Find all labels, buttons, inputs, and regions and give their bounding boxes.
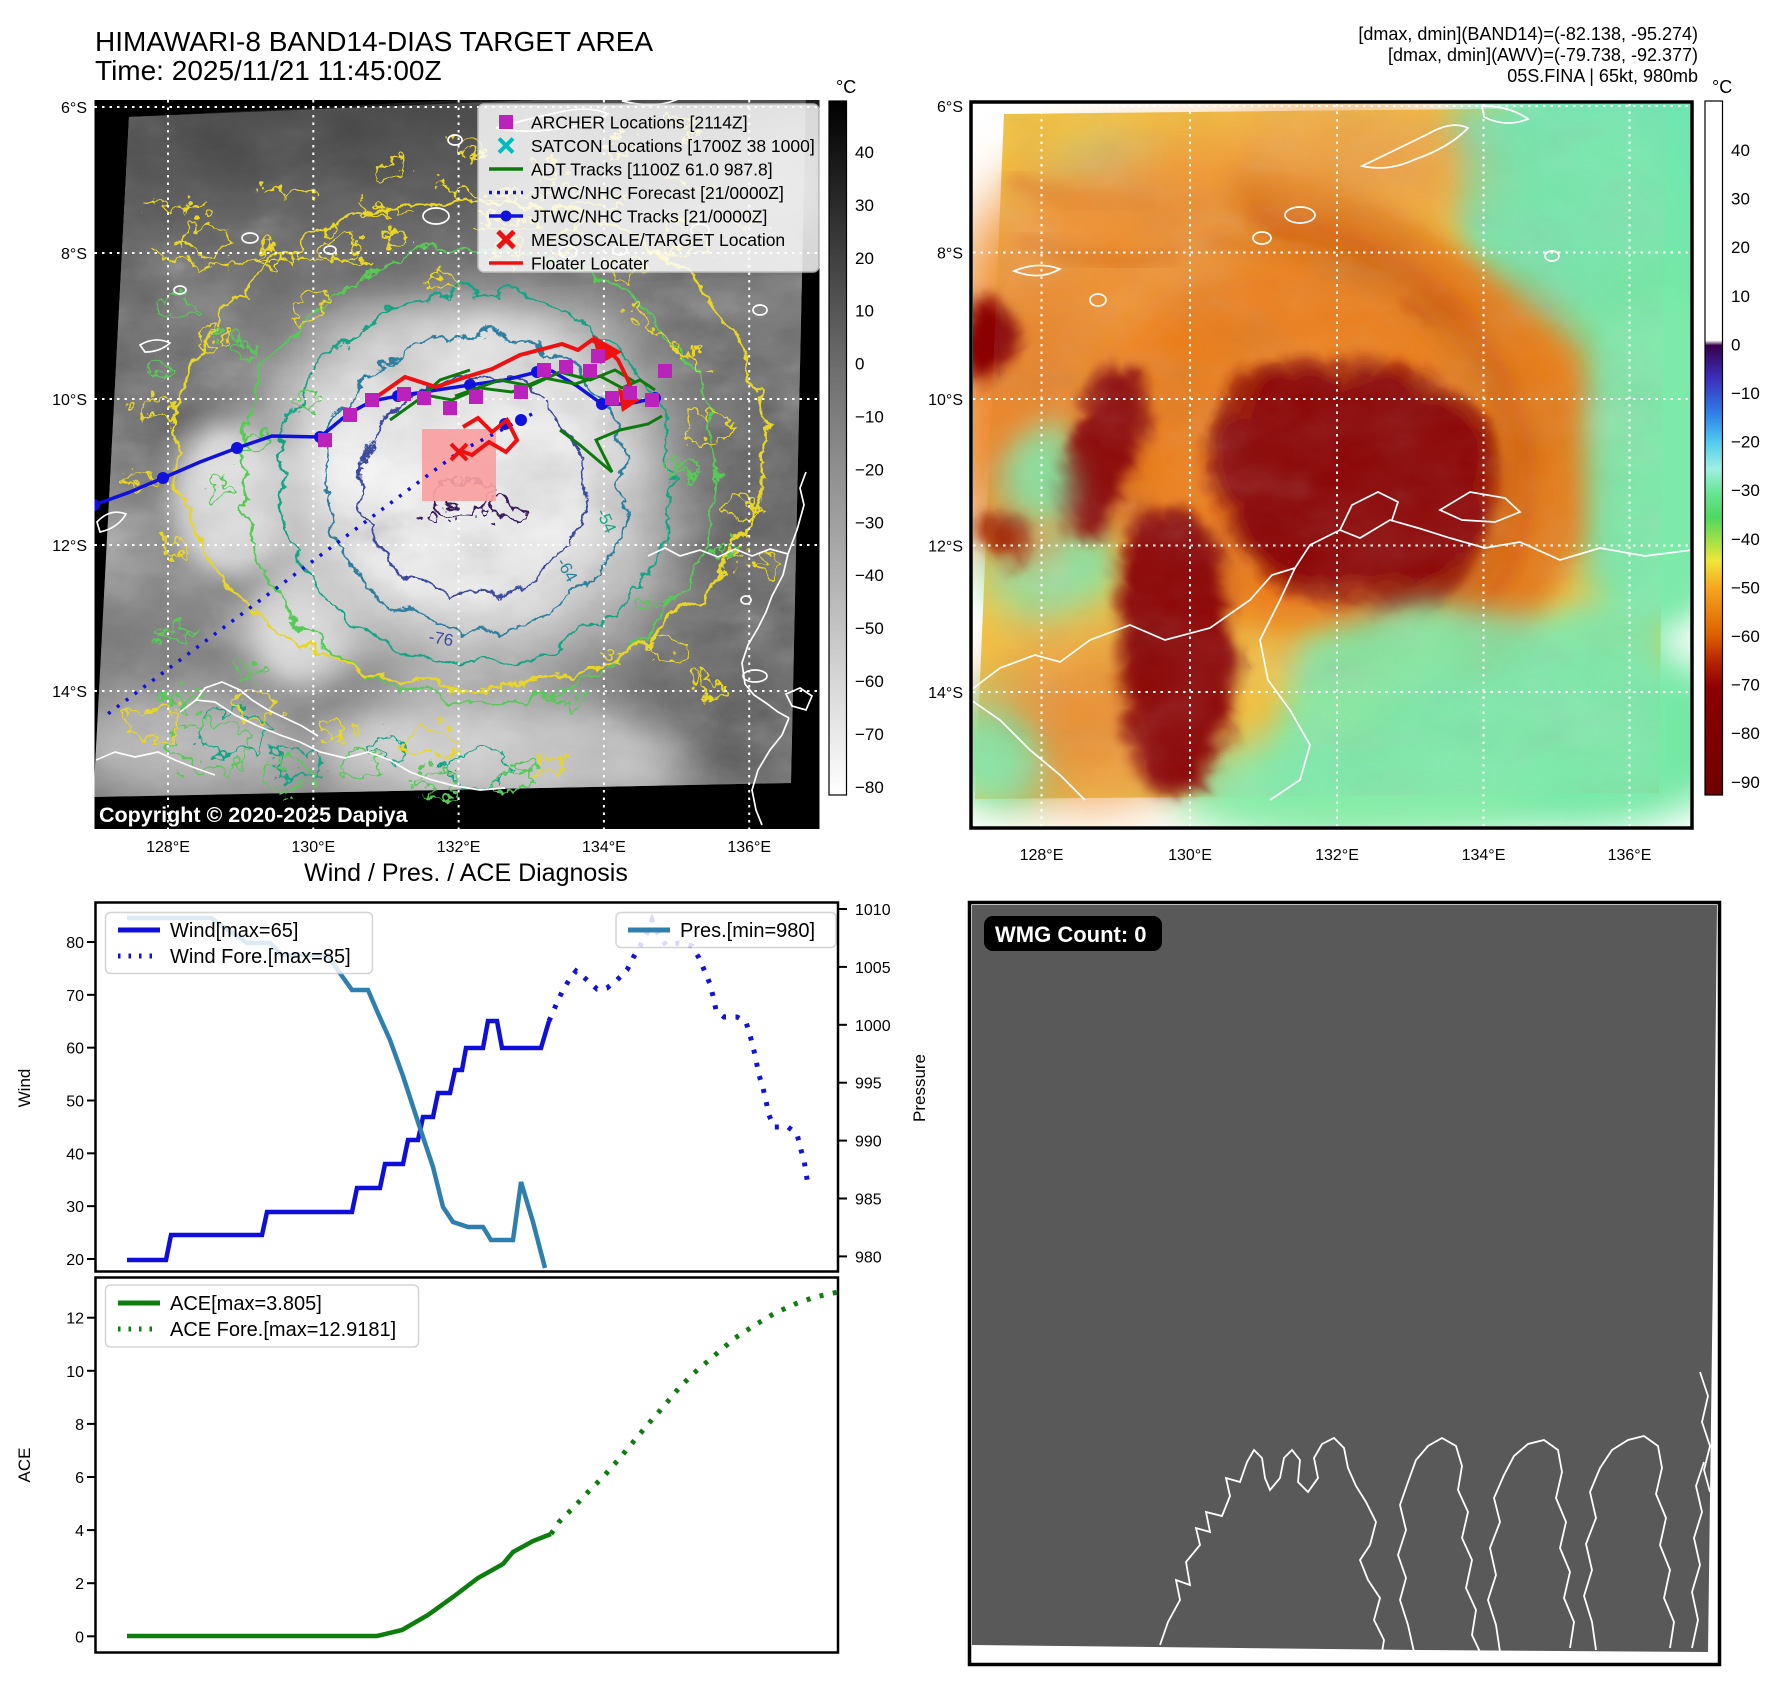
svg-text:[dmax, dmin](AWV)=(-79.738, -9: [dmax, dmin](AWV)=(-79.738, -92.377) (1388, 45, 1698, 65)
svg-text:°C: °C (1712, 77, 1732, 97)
svg-text:Copyright © 2020-2025 Dapiya: Copyright © 2020-2025 Dapiya (99, 803, 409, 827)
svg-text:8°S: 8°S (61, 246, 87, 263)
svg-text:1010: 1010 (855, 902, 891, 919)
svg-text:ARCHER Locations [2114Z]: ARCHER Locations [2114Z] (531, 113, 748, 133)
svg-text:4: 4 (75, 1523, 84, 1540)
svg-text:20: 20 (66, 1252, 84, 1269)
svg-text:ADT Tracks [1100Z 61.0 987.8]: ADT Tracks [1100Z 61.0 987.8] (531, 160, 773, 180)
svg-text:136°E: 136°E (1608, 847, 1652, 864)
svg-text:2: 2 (75, 1576, 84, 1593)
svg-text:SATCON Locations [1700Z 38 100: SATCON Locations [1700Z 38 1000] (531, 136, 815, 156)
svg-text:10: 10 (1731, 287, 1750, 306)
svg-text:980: 980 (855, 1249, 882, 1266)
svg-text:05S.FINA | 65kt, 980mb: 05S.FINA | 65kt, 980mb (1507, 66, 1698, 86)
svg-text:−10: −10 (855, 408, 884, 427)
svg-text:8: 8 (75, 1417, 84, 1434)
svg-text:−50: −50 (1731, 578, 1760, 597)
svg-text:ACE[max=3.805]: ACE[max=3.805] (170, 1293, 322, 1315)
svg-text:10°S: 10°S (52, 392, 87, 409)
svg-text:MESOSCALE/TARGET Location: MESOSCALE/TARGET Location (531, 230, 785, 250)
svg-text:−10: −10 (1731, 384, 1760, 403)
svg-text:−40: −40 (855, 566, 884, 585)
svg-text:-76: -76 (427, 627, 455, 650)
svg-text:[dmax, dmin](BAND14)=(-82.138,: [dmax, dmin](BAND14)=(-82.138, -95.274) (1358, 24, 1698, 44)
svg-text:20: 20 (1731, 238, 1750, 257)
svg-text:−20: −20 (855, 460, 884, 479)
svg-text:Pressure: Pressure (910, 1054, 929, 1122)
svg-text:Pres.[min=980]: Pres.[min=980] (680, 920, 815, 942)
svg-text:20: 20 (855, 249, 874, 268)
svg-text:14°S: 14°S (928, 685, 963, 702)
svg-text:−40: −40 (1731, 530, 1760, 549)
svg-text:70: 70 (66, 988, 84, 1005)
svg-text:134°E: 134°E (1462, 847, 1506, 864)
svg-text:130°E: 130°E (1168, 847, 1212, 864)
svg-text:80: 80 (66, 935, 84, 952)
svg-text:130°E: 130°E (291, 839, 335, 856)
svg-text:12°S: 12°S (928, 539, 963, 556)
svg-text:12°S: 12°S (52, 538, 87, 555)
svg-text:−60: −60 (855, 672, 884, 691)
svg-text:10: 10 (855, 302, 874, 321)
svg-text:Wind Fore.[max=85]: Wind Fore.[max=85] (170, 946, 351, 968)
svg-text:−70: −70 (855, 725, 884, 744)
svg-text:ACE Fore.[max=12.9181]: ACE Fore.[max=12.9181] (170, 1319, 396, 1341)
svg-text:30: 30 (855, 196, 874, 215)
svg-text:HIMAWARI-8 BAND14-DIAS TARGET: HIMAWARI-8 BAND14-DIAS TARGET AREA (95, 26, 653, 57)
svg-text:1000: 1000 (855, 1018, 891, 1035)
svg-text:12: 12 (66, 1311, 84, 1328)
svg-text:−20: −20 (1731, 433, 1760, 452)
svg-text:−80: −80 (855, 778, 884, 797)
svg-text:1005: 1005 (855, 960, 891, 977)
svg-text:0: 0 (855, 355, 864, 374)
svg-text:50: 50 (66, 1093, 84, 1110)
svg-text:40: 40 (855, 143, 874, 162)
svg-text:Wind[max=65]: Wind[max=65] (170, 920, 298, 942)
svg-text:−60: −60 (1731, 627, 1760, 646)
svg-text:Floater Locater: Floater Locater (531, 254, 649, 274)
svg-text:0: 0 (75, 1629, 84, 1646)
svg-text:8°S: 8°S (937, 246, 963, 263)
svg-text:JTWC/NHC Forecast [21/0000Z]: JTWC/NHC Forecast [21/0000Z] (531, 183, 784, 203)
svg-text:40: 40 (66, 1146, 84, 1163)
svg-text:Time: 2025/11/21 11:45:00Z: Time: 2025/11/21 11:45:00Z (95, 55, 442, 86)
svg-text:14°S: 14°S (52, 684, 87, 701)
svg-text:0: 0 (1731, 335, 1740, 354)
svg-text:10: 10 (66, 1364, 84, 1381)
svg-text:40: 40 (1731, 141, 1750, 160)
svg-text:−90: −90 (1731, 773, 1760, 792)
svg-text:−30: −30 (855, 513, 884, 532)
svg-text:Wind: Wind (15, 1069, 34, 1108)
svg-text:Wind / Pres. / ACE Diagnosis: Wind / Pres. / ACE Diagnosis (304, 859, 628, 887)
svg-text:−80: −80 (1731, 724, 1760, 743)
svg-text:ACE: ACE (15, 1448, 34, 1483)
svg-text:6: 6 (75, 1470, 84, 1487)
svg-text:132°E: 132°E (437, 839, 481, 856)
svg-text:128°E: 128°E (1020, 847, 1064, 864)
svg-text:985: 985 (855, 1192, 882, 1209)
svg-text:10°S: 10°S (928, 392, 963, 409)
svg-text:−70: −70 (1731, 676, 1760, 695)
svg-text:−50: −50 (855, 619, 884, 638)
svg-text:136°E: 136°E (727, 839, 771, 856)
svg-text:30: 30 (66, 1199, 84, 1216)
svg-text:30: 30 (1731, 190, 1750, 209)
svg-text:134°E: 134°E (582, 839, 626, 856)
svg-text:WMG Count: 0: WMG Count: 0 (995, 922, 1147, 947)
svg-text:990: 990 (855, 1134, 882, 1151)
svg-text:6°S: 6°S (61, 100, 87, 117)
svg-text:°C: °C (836, 77, 856, 97)
svg-text:6°S: 6°S (937, 99, 963, 116)
svg-text:JTWC/NHC Tracks [21/0000Z]: JTWC/NHC Tracks [21/0000Z] (531, 207, 767, 227)
svg-text:995: 995 (855, 1076, 882, 1093)
svg-text:−30: −30 (1731, 481, 1760, 500)
svg-text:132°E: 132°E (1315, 847, 1359, 864)
svg-text:60: 60 (66, 1041, 84, 1058)
svg-text:128°E: 128°E (146, 839, 190, 856)
